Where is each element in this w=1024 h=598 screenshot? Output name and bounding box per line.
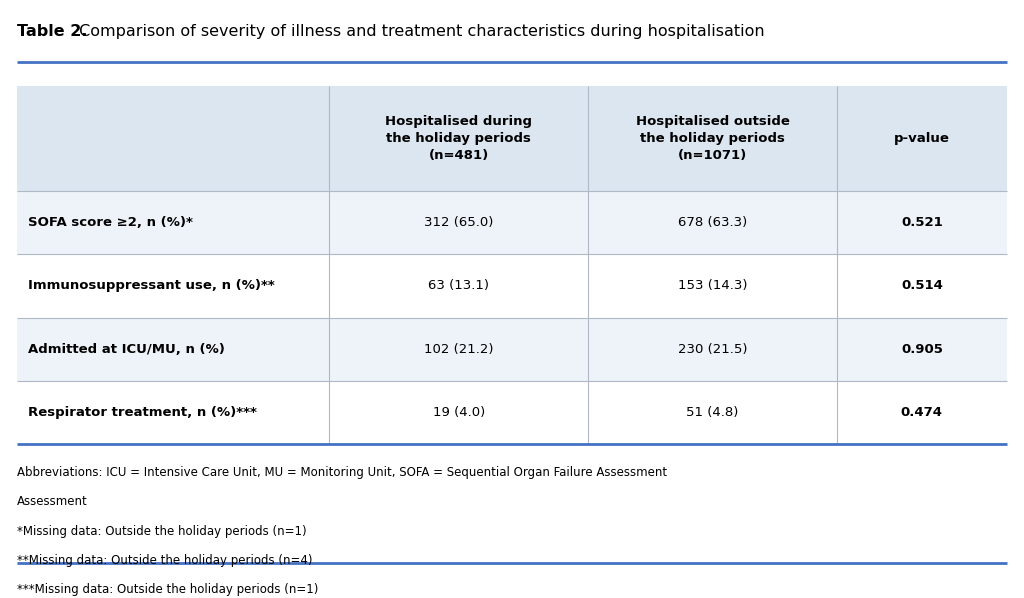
Text: 51 (4.8): 51 (4.8) [686, 406, 738, 419]
Text: Table 2.: Table 2. [17, 24, 88, 39]
Text: 0.521: 0.521 [901, 216, 943, 229]
Bar [17, 381, 1007, 444]
Text: 230 (21.5): 230 (21.5) [678, 343, 748, 356]
Text: Admitted at ICU/MU, n (%): Admitted at ICU/MU, n (%) [28, 343, 224, 356]
Text: 678 (63.3): 678 (63.3) [678, 216, 748, 229]
Text: Abbreviations: ICU = Intensive Care Unit, MU = Monitoring Unit, SOFA = Sequentia: Abbreviations: ICU = Intensive Care Unit… [17, 466, 668, 479]
Text: *Missing data: Outside the holiday periods (n=1): *Missing data: Outside the holiday perio… [17, 524, 307, 538]
Text: SOFA score ≥2, n (%)*: SOFA score ≥2, n (%)* [28, 216, 193, 229]
Text: 19 (4.0): 19 (4.0) [432, 406, 484, 419]
Text: 63 (13.1): 63 (13.1) [428, 279, 489, 292]
Text: 312 (65.0): 312 (65.0) [424, 216, 494, 229]
Bar [17, 318, 1007, 381]
Text: 153 (14.3): 153 (14.3) [678, 279, 748, 292]
Text: 102 (21.2): 102 (21.2) [424, 343, 494, 356]
Bar [17, 86, 1007, 191]
Text: Assessment: Assessment [17, 495, 88, 508]
Text: Immunosuppressant use, n (%)**: Immunosuppressant use, n (%)** [28, 279, 274, 292]
Text: 0.474: 0.474 [901, 406, 943, 419]
Text: 0.905: 0.905 [901, 343, 943, 356]
Text: Hospitalised during
the holiday periods
(n=481): Hospitalised during the holiday periods … [385, 115, 532, 162]
Text: Comparison of severity of illness and treatment characteristics during hospitali: Comparison of severity of illness and tr… [75, 24, 765, 39]
Bar [17, 191, 1007, 254]
Text: **Missing data: Outside the holiday periods (n=4): **Missing data: Outside the holiday peri… [17, 554, 313, 567]
Text: Hospitalised outside
the holiday periods
(n=1071): Hospitalised outside the holiday periods… [636, 115, 790, 162]
Text: ***Missing data: Outside the holiday periods (n=1): ***Missing data: Outside the holiday per… [17, 584, 318, 596]
Text: p-value: p-value [894, 132, 949, 145]
Text: Respirator treatment, n (%)***: Respirator treatment, n (%)*** [28, 406, 256, 419]
Text: 0.514: 0.514 [901, 279, 943, 292]
Bar [17, 254, 1007, 318]
